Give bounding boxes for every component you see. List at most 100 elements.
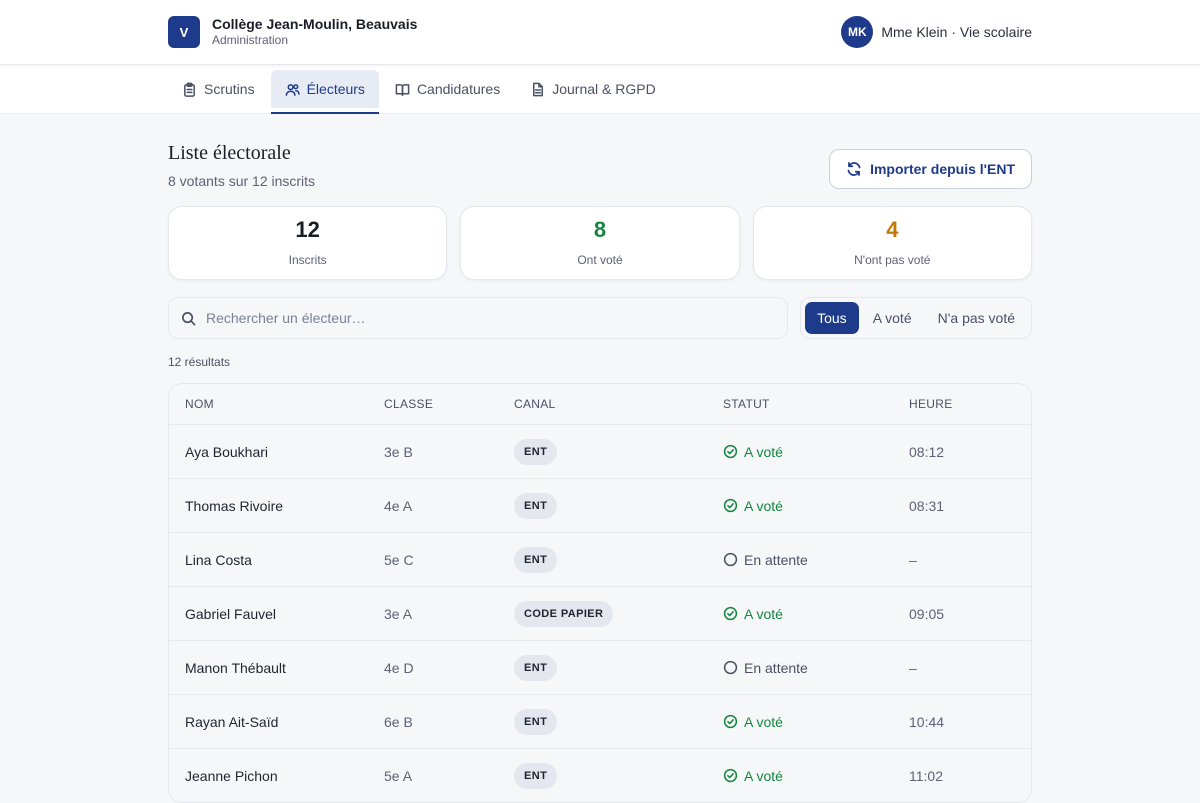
school-subtitle: Administration bbox=[212, 33, 289, 48]
voter-classe: 6e B bbox=[384, 713, 413, 730]
status-indicator: A voté bbox=[723, 498, 909, 514]
canal-badge: ENT bbox=[514, 708, 558, 735]
voter-classe: 4e A bbox=[384, 497, 413, 514]
filter-a-vote[interactable]: A voté bbox=[872, 310, 912, 326]
page-title: Liste électorale bbox=[168, 142, 291, 164]
tab-label: Scrutins bbox=[204, 81, 255, 97]
table-row[interactable]: Manon Thébault 4e D ENT En attente – bbox=[169, 640, 1031, 694]
voter-name: Jeanne Pichon bbox=[185, 767, 278, 784]
voter-name: Thomas Rivoire bbox=[185, 497, 284, 514]
brand[interactable]: V Collège Jean-Moulin, Beauvais Administ… bbox=[168, 16, 417, 49]
voter-name: Gabriel Fauvel bbox=[185, 605, 277, 622]
voter-classe: 5e A bbox=[384, 767, 413, 784]
status-label: A voté bbox=[744, 605, 783, 622]
table-row[interactable]: Rayan Ait-Saïd 6e B ENT A voté 10:44 bbox=[169, 694, 1031, 748]
tab-candidatures[interactable]: Candidatures bbox=[381, 70, 514, 108]
vote-time: – bbox=[909, 659, 917, 676]
stat-label: Inscrits bbox=[288, 253, 327, 267]
users-icon bbox=[285, 83, 300, 96]
filter-pas-vote[interactable]: N'a pas voté bbox=[937, 310, 1015, 326]
status-label: En attente bbox=[744, 551, 808, 568]
stat-card-ont-vote: 8 Ont voté bbox=[460, 206, 740, 280]
canal-badge: ENT bbox=[514, 654, 558, 681]
stat-card-pas-vote: 4 N'ont pas voté bbox=[752, 206, 1032, 280]
vote-time: 11:02 bbox=[909, 767, 943, 784]
status-indicator: A voté bbox=[723, 714, 909, 730]
table-row[interactable]: Thomas Rivoire 4e A ENT A voté 08:31 bbox=[169, 478, 1031, 532]
check-circle-icon bbox=[723, 498, 738, 513]
voter-name: Lina Costa bbox=[185, 551, 252, 568]
refresh-icon bbox=[847, 162, 861, 176]
vote-time: 10:44 bbox=[909, 713, 945, 730]
user-menu[interactable]: MK Mme Klein · Vie scolaire bbox=[841, 16, 1032, 48]
document-icon bbox=[533, 82, 544, 96]
search-box[interactable] bbox=[168, 297, 789, 339]
column-header-statut[interactable]: STATUT bbox=[723, 397, 770, 411]
status-label: En attente bbox=[744, 659, 808, 676]
table-row[interactable]: Gabriel Fauvel 3e A CODE PAPIER A voté 09:05 bbox=[169, 586, 1031, 640]
voter-classe: 3e A bbox=[384, 605, 413, 622]
tab-scrutins[interactable]: Scrutins bbox=[168, 70, 269, 108]
main-content: Liste électorale 8 votants sur 12 inscri… bbox=[168, 114, 1032, 803]
stat-value: 12 bbox=[295, 217, 320, 242]
status-label: A voté bbox=[744, 767, 783, 784]
top-bar: V Collège Jean-Moulin, Beauvais Administ… bbox=[0, 0, 1200, 65]
tab-label: Candidatures bbox=[416, 81, 501, 97]
canal-badge: CODE PAPIER bbox=[514, 600, 614, 627]
check-circle-icon bbox=[723, 768, 738, 783]
column-header-heure[interactable]: HEURE bbox=[909, 397, 953, 411]
tab-bar: Scrutins Électeurs Candidatures Journal … bbox=[0, 65, 1200, 114]
table-row[interactable]: Aya Boukhari 3e B ENT A voté 08:12 bbox=[169, 424, 1031, 478]
canal-badge: ENT bbox=[514, 492, 558, 519]
voter-name: Aya Boukhari bbox=[185, 443, 269, 460]
check-circle-icon bbox=[723, 444, 738, 459]
clipboard-icon bbox=[184, 82, 195, 97]
check-circle-icon bbox=[723, 714, 738, 729]
status-indicator: A voté bbox=[723, 444, 909, 460]
table-row[interactable]: Jeanne Pichon 5e A ENT A voté 11:02 bbox=[169, 748, 1031, 802]
search-input[interactable] bbox=[204, 309, 776, 327]
stats-row: 12 Inscrits 8 Ont voté 4 N'ont pas voté bbox=[168, 206, 1032, 280]
stat-value: 4 bbox=[886, 217, 899, 242]
import-ent-button[interactable]: Importer depuis l'ENT bbox=[829, 149, 1032, 189]
avatar: MK bbox=[841, 16, 874, 48]
status-label: A voté bbox=[744, 497, 783, 514]
circle-icon bbox=[723, 660, 738, 675]
vote-time: – bbox=[909, 551, 917, 568]
school-logo: V bbox=[168, 16, 200, 48]
status-indicator: En attente bbox=[723, 660, 909, 676]
user-name: Mme Klein · Vie scolaire bbox=[881, 24, 1032, 40]
tab-electeurs[interactable]: Électeurs bbox=[270, 70, 380, 114]
voter-name: Manon Thébault bbox=[185, 659, 286, 676]
vote-filter: Tous A voté N'a pas voté bbox=[800, 297, 1032, 339]
tab-journal-rgpd[interactable]: Journal & RGPD bbox=[516, 70, 669, 108]
column-header-classe[interactable]: CLASSE bbox=[384, 397, 434, 411]
status-indicator: A voté bbox=[723, 606, 909, 622]
vote-time: 08:31 bbox=[909, 497, 945, 514]
filter-tous[interactable]: Tous bbox=[805, 302, 859, 334]
search-icon bbox=[182, 311, 196, 325]
stat-label: Ont voté bbox=[577, 253, 623, 267]
column-header-canal[interactable]: CANAL bbox=[514, 397, 556, 411]
column-header-nom[interactable]: NOM bbox=[185, 397, 214, 411]
circle-icon bbox=[723, 552, 738, 567]
status-label: A voté bbox=[744, 713, 783, 730]
result-count: 12 résultats bbox=[168, 355, 231, 369]
page-subtitle: 8 votants sur 12 inscrits bbox=[168, 173, 316, 189]
status-label: A voté bbox=[744, 443, 783, 460]
stat-card-inscrits: 12 Inscrits bbox=[168, 206, 448, 280]
status-indicator: A voté bbox=[723, 768, 909, 784]
table-header: NOM CLASSE CANAL STATUT HEURE bbox=[169, 384, 1031, 424]
status-indicator: En attente bbox=[723, 552, 909, 568]
check-circle-icon bbox=[723, 606, 738, 621]
voter-classe: 3e B bbox=[384, 443, 413, 460]
voter-name: Rayan Ait-Saïd bbox=[185, 713, 279, 730]
filter-row: Tous A voté N'a pas voté bbox=[168, 297, 1032, 339]
table-row[interactable]: Lina Costa 5e C ENT En attente – bbox=[169, 532, 1031, 586]
tab-label: Électeurs bbox=[306, 81, 365, 97]
book-icon bbox=[395, 83, 410, 96]
school-name: Collège Jean-Moulin, Beauvais bbox=[212, 15, 418, 32]
canal-badge: ENT bbox=[514, 762, 558, 789]
stat-label: N'ont pas voté bbox=[854, 253, 931, 267]
canal-badge: ENT bbox=[514, 438, 558, 465]
